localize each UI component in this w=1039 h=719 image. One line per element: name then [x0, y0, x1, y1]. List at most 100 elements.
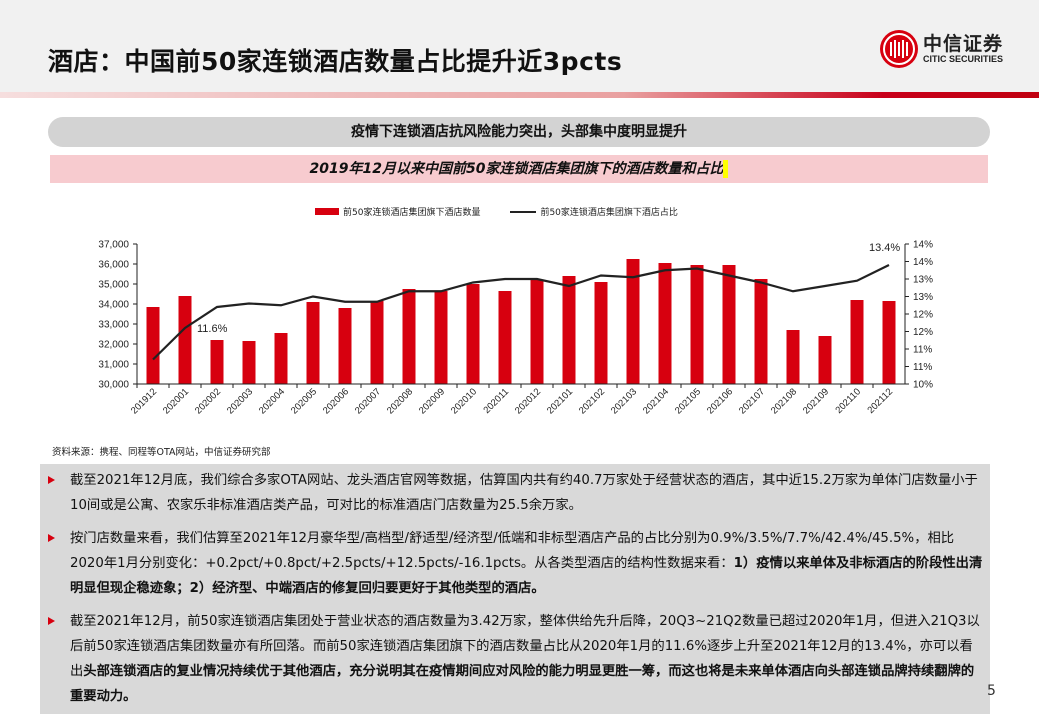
bar: [562, 276, 576, 384]
page-title: 酒店：中国前50家连锁酒店数量占比提升近3pcts: [48, 47, 623, 76]
bullet-text: 截至2021年12月底，我们综合多家OTA网站、龙头酒店官网等数据，估算国内共有…: [70, 473, 978, 513]
bar: [242, 341, 256, 384]
x-tick-label: 202105: [673, 386, 703, 416]
left-tick-label: 37,000: [98, 240, 129, 251]
bar: [594, 282, 608, 384]
x-tick-label: 202002: [193, 386, 223, 416]
chart-legend: 前50家连锁酒店集团旗下酒店数量 前50家连锁酒店集团旗下酒店占比: [315, 205, 678, 218]
bar: [530, 280, 544, 384]
bullet-text: 按门店数量来看，我们估算至2021年12月豪华型/高档型/舒适型/经济型/低端和…: [70, 531, 955, 571]
left-tick-label: 30,000: [98, 380, 129, 391]
header-bar: [0, 0, 1039, 92]
x-tick-label: 202112: [865, 386, 895, 416]
bullet-1: 截至2021年12月底，我们综合多家OTA网站、龙头酒店官网等数据，估算国内共有…: [48, 468, 985, 518]
bar: [402, 289, 416, 384]
x-tick-label: 202012: [513, 386, 543, 416]
legend-label-line: 前50家连锁酒店集团旗下酒店占比: [540, 208, 678, 218]
citic-logo-icon: [880, 30, 918, 68]
text-panel: 截至2021年12月底，我们综合多家OTA网站、龙头酒店官网等数据，估算国内共有…: [40, 464, 990, 714]
x-tick-label: 202106: [705, 386, 735, 416]
bar: [850, 300, 864, 384]
bar: [146, 307, 160, 384]
bar: [754, 279, 768, 384]
bar: [818, 336, 832, 384]
logo-en-text: CITIC SECURITIES: [923, 54, 1004, 64]
bar: [466, 284, 480, 384]
bar: [370, 301, 384, 384]
right-tick-label: 12%: [913, 310, 933, 321]
x-tick-label: 202006: [321, 386, 351, 416]
right-tick-label: 11%: [913, 345, 932, 356]
source-note: 资料来源：携程、同程等OTA网站，中信证券研究部: [52, 447, 271, 458]
x-tick-label: 202108: [769, 386, 799, 416]
bar: [306, 302, 320, 384]
logo-cn-text: 中信证券: [923, 33, 1004, 55]
bar: [626, 259, 640, 384]
summary-banner: 疫情下连锁酒店抗风险能力突出，头部集中度明显提升: [48, 117, 990, 147]
left-tick-label: 32,000: [98, 340, 129, 351]
bar: [658, 263, 672, 384]
right-tick-label: 13%: [913, 275, 933, 286]
left-tick-label: 34,000: [98, 300, 129, 311]
bullet-text: 截至2021年12月，前50家连锁酒店集团处于营业状态的酒店数量为3.42万家，…: [70, 614, 980, 679]
x-tick-label: 202001: [161, 386, 191, 416]
right-tick-label: 13%: [913, 292, 933, 303]
header-divider: [0, 92, 1039, 98]
right-tick-label: 10%: [913, 380, 933, 391]
bullet-bold-text: 1）疫情以来单体及非标酒店的阶段性出清明显但现企稳迹象；2）经济型、中端酒店的修…: [70, 556, 983, 596]
bar: [338, 308, 352, 384]
left-tick-label: 33,000: [98, 320, 129, 331]
bullet-arrow-icon: [48, 476, 55, 484]
x-tick-label: 202003: [225, 386, 255, 416]
x-tick-label: 202004: [257, 386, 287, 416]
bar: [882, 301, 896, 384]
x-tick-label: 202109: [801, 386, 831, 416]
chart-title: 2019年12月以来中国前50家连锁酒店集团旗下的酒店数量和占比: [309, 161, 724, 177]
data-label: 13.4%: [869, 242, 900, 254]
legend-swatch-line: [510, 210, 537, 213]
x-tick-label: 202008: [385, 386, 415, 416]
bar: [210, 340, 224, 384]
x-tick-label: 202101: [545, 386, 575, 416]
bar: [690, 265, 704, 384]
chart-title-bar: 2019年12月以来中国前50家连锁酒店集团旗下的酒店数量和占比: [50, 155, 988, 183]
ratio-line: [152, 264, 890, 361]
x-tick-label: 202102: [577, 386, 607, 416]
data-label: 11.6%: [197, 323, 228, 335]
right-tick-label: 14%: [913, 240, 933, 251]
x-tick-label: 202103: [609, 386, 639, 416]
left-tick-label: 36,000: [98, 260, 129, 271]
bullet-2: 按门店数量来看，我们估算至2021年12月豪华型/高档型/舒适型/经济型/低端和…: [48, 526, 985, 601]
bar: [498, 291, 512, 384]
left-tick-label: 35,000: [98, 280, 129, 291]
bullet-arrow-icon: [48, 534, 55, 542]
citic-logo: 中信证券 CITIC SECURITIES: [880, 30, 1003, 68]
bullet-bold-text: 头部连锁酒店的复业情况持续优于其他酒店，充分说明其在疫情期间应对风险的能力明显更…: [70, 664, 975, 704]
bar: [786, 330, 800, 384]
x-tick-label: 202107: [737, 386, 767, 416]
legend-label-bar: 前50家连锁酒店集团旗下酒店数量: [343, 208, 481, 218]
x-tick-label: 202009: [417, 386, 447, 416]
bar: [434, 291, 448, 384]
bar: [178, 296, 192, 384]
bar: [722, 265, 736, 384]
x-tick-label: 202011: [481, 386, 511, 416]
right-tick-label: 12%: [913, 327, 933, 338]
bullet-arrow-icon: [48, 617, 55, 625]
x-tick-label: 202110: [833, 386, 863, 416]
left-tick-label: 31,000: [98, 360, 129, 371]
page-number: 5: [987, 683, 996, 699]
right-tick-label: 11%: [913, 362, 932, 373]
legend-item-line: 前50家连锁酒店集团旗下酒店占比: [510, 205, 678, 218]
highlight-mark: [723, 160, 729, 178]
x-tick-label: 201912: [129, 386, 159, 416]
x-tick-label: 202010: [449, 386, 479, 416]
right-tick-label: 14%: [913, 257, 933, 268]
combo-chart: 30,000 31,000 32,000 33,000 34,000 35,000 36,0…: [98, 240, 933, 417]
x-tick-label: 202005: [289, 386, 319, 416]
legend-swatch-bar: [315, 208, 339, 215]
legend-item-bar: 前50家连锁酒店集团旗下酒店数量: [315, 205, 480, 218]
bullet-3: 截至2021年12月，前50家连锁酒店集团处于营业状态的酒店数量为3.42万家，…: [48, 609, 985, 709]
x-tick-label: 202007: [353, 386, 383, 416]
bar: [274, 333, 288, 384]
